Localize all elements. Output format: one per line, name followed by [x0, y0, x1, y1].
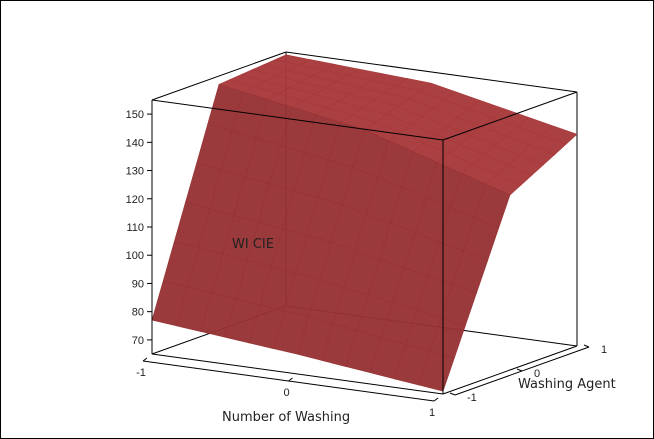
- box-edge-right-top: [442, 91, 578, 141]
- x-tick-label: -1: [136, 367, 146, 379]
- z-axis-label: WI CIE: [232, 237, 274, 252]
- x-tick-mark: [288, 377, 293, 382]
- box-edge-back-top-left: [151, 51, 287, 101]
- z-tick-label: 130: [126, 166, 144, 178]
- x-axis-label: Number of Washing: [222, 410, 350, 425]
- surface-patch: [418, 351, 455, 392]
- z-tick-label: 150: [126, 109, 144, 121]
- y-tick-mark: [583, 344, 590, 348]
- y-tick-mark: [516, 368, 523, 372]
- y-axis-line: [454, 346, 590, 396]
- z-tick-label: 70: [132, 335, 144, 347]
- y-tick-label: 0: [534, 368, 540, 380]
- box-edge-right-bottom: [442, 345, 578, 395]
- z-tick-label: 100: [126, 250, 144, 262]
- x-axis-line: [142, 360, 435, 402]
- x-tick-label: 1: [429, 407, 435, 419]
- box-edge-back-top: [285, 51, 578, 93]
- z-tick-label: 120: [126, 194, 144, 206]
- x-tick-mark: [433, 397, 439, 402]
- x-tick-mark: [142, 357, 148, 362]
- z-tick-label: 80: [132, 307, 144, 319]
- z-tick-label: 140: [126, 137, 144, 149]
- box-edge-front-top: [151, 99, 444, 141]
- response-surface: [151, 54, 578, 392]
- y-tick-label: 1: [601, 344, 607, 356]
- y-axis-label: Washing Agent: [518, 377, 616, 392]
- tick-marks: 70 80 90 100 110 120 130 140 150 -1 0 1 -1 0 1: [126, 109, 607, 419]
- box-edge-front-bottom: [151, 353, 444, 395]
- x-tick-label: 0: [283, 387, 289, 399]
- y-tick-label: -1: [467, 392, 477, 404]
- y-tick-mark: [449, 392, 456, 396]
- z-tick-label: 110: [126, 222, 144, 234]
- z-tick-label: 90: [132, 278, 144, 290]
